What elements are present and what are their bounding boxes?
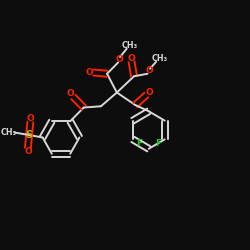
Text: F: F [156,140,162,148]
Text: O: O [128,54,136,62]
Text: CH₃: CH₃ [151,54,168,63]
Text: O: O [66,89,74,98]
Text: F: F [136,140,142,148]
Text: CH₃: CH₃ [122,41,138,50]
Text: CH₃: CH₃ [1,128,17,137]
Text: O: O [26,114,34,123]
Text: O: O [116,55,123,64]
Text: O: O [86,68,93,77]
Text: O: O [24,148,32,156]
Text: O: O [146,66,153,75]
Text: O: O [146,88,153,96]
Text: S: S [26,130,33,140]
